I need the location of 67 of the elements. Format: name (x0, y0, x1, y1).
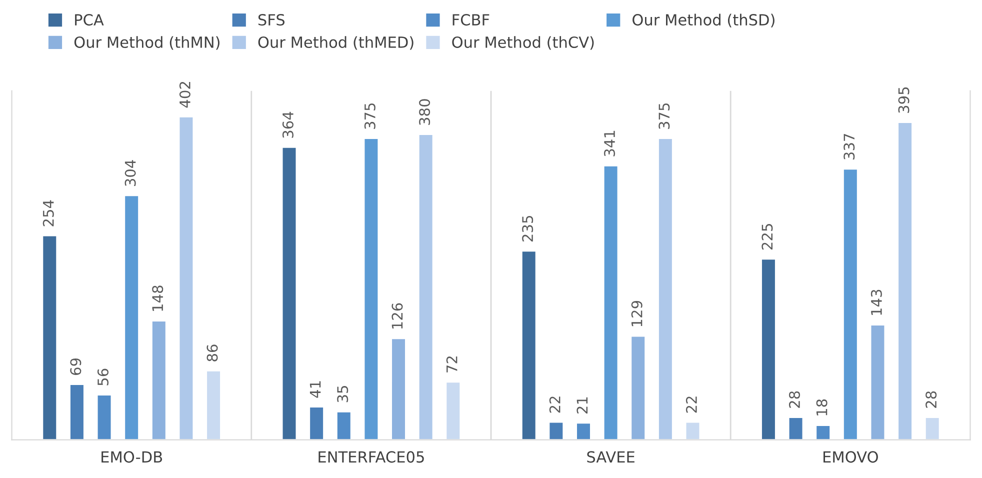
bar (870, 324, 886, 440)
data-label: 22 (549, 396, 560, 413)
data-label: 225 (762, 224, 773, 250)
bar (602, 165, 619, 440)
bar (576, 422, 592, 440)
data-label: 41 (310, 381, 321, 398)
legend-label: PCA (75, 14, 104, 26)
bar (788, 416, 804, 440)
data-label: 28 (788, 391, 800, 408)
bar (363, 138, 380, 440)
bar (842, 168, 858, 440)
data-label: 69 (70, 358, 82, 375)
x-tick-label: EMO-DB (102, 451, 162, 463)
bar (760, 258, 776, 440)
legend-label: Our Method (thMED) (258, 36, 414, 50)
data-label: 395 (898, 87, 910, 113)
data-label: 402 (179, 82, 190, 108)
legend-label: FCBF (452, 14, 490, 26)
bar (548, 421, 564, 440)
legend-label: Our Method (thCV) (452, 36, 594, 50)
bar (658, 138, 674, 440)
data-label: 18 (816, 399, 828, 416)
bar (684, 421, 701, 440)
bar (924, 416, 940, 440)
data-label: 337 (844, 134, 855, 160)
data-label: 86 (206, 344, 218, 362)
bar (206, 370, 222, 440)
bar (308, 406, 324, 440)
bar (630, 335, 646, 440)
data-label: 364 (282, 112, 294, 138)
data-label: 28 (926, 391, 937, 408)
data-label: 375 (658, 103, 670, 129)
bar (897, 122, 913, 440)
data-label: 341 (604, 130, 616, 156)
bar (281, 146, 298, 440)
data-label: 22 (686, 396, 697, 413)
data-label: 129 (631, 300, 642, 326)
bar (96, 394, 112, 440)
bar (69, 384, 85, 440)
data-label: 72 (446, 356, 458, 372)
data-label: 148 (152, 286, 164, 311)
data-label: 143 (870, 290, 882, 315)
x-tick-label: EMOVO (824, 451, 878, 463)
bar (124, 194, 140, 440)
legend-label: SFS (258, 14, 285, 26)
bar (42, 234, 58, 440)
data-label: 126 (392, 303, 403, 329)
data-label: 21 (576, 397, 588, 414)
bar (178, 116, 194, 440)
bar (815, 424, 831, 440)
bar (418, 134, 434, 440)
bar (151, 320, 167, 440)
data-label: 254 (42, 200, 54, 226)
bar (445, 381, 462, 440)
legend-label: Our Method (thMN) (74, 36, 220, 50)
data-label: 304 (124, 160, 136, 186)
bar (336, 410, 352, 440)
data-label: 380 (419, 99, 430, 125)
data-label: 56 (97, 368, 109, 386)
x-tick-label: SAVEE (587, 451, 634, 463)
data-label: 35 (337, 386, 348, 402)
bar (520, 250, 537, 440)
data-label: 235 (522, 216, 534, 242)
x-tick-label: ENTERFACE05 (318, 451, 424, 463)
legend-label: Our Method (thSD) (632, 14, 774, 28)
bar (390, 338, 406, 440)
data-label: 375 (364, 103, 376, 129)
